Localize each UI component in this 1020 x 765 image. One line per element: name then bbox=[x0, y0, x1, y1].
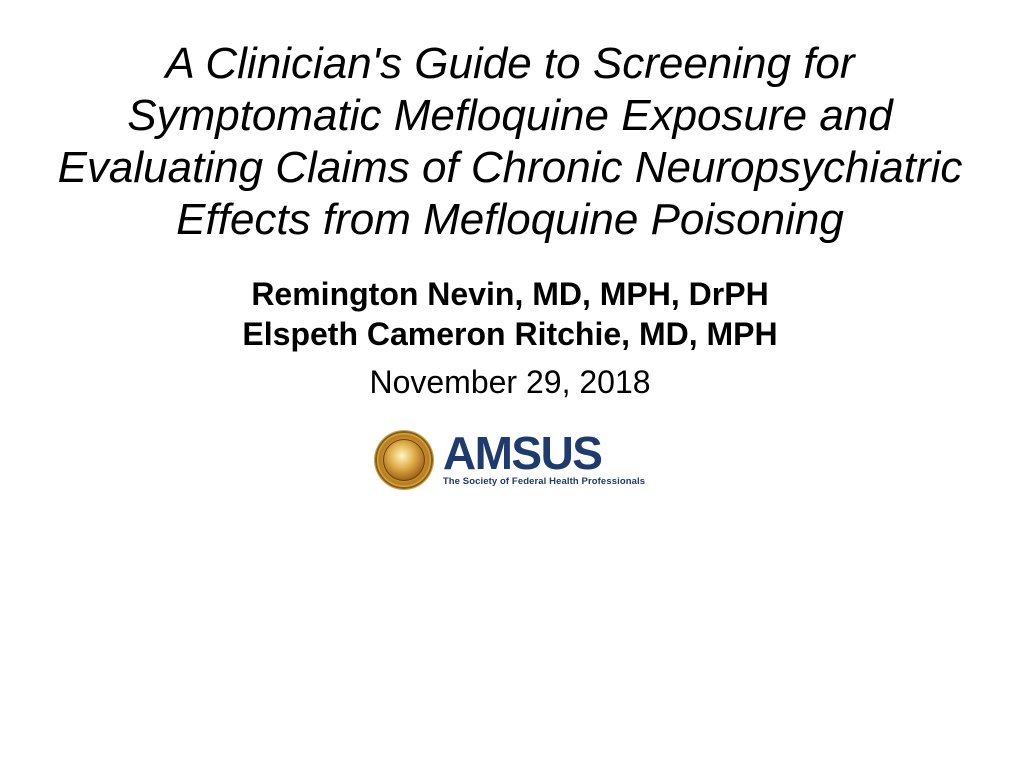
seal-icon bbox=[375, 431, 433, 489]
logo-text-block: AMSUS The Society of Federal Health Prof… bbox=[443, 432, 645, 486]
authors-block: Remington Nevin, MD, MPH, DrPH Elspeth C… bbox=[242, 274, 777, 354]
logo-tagline: The Society of Federal Health Profession… bbox=[443, 476, 645, 487]
amsus-logo: AMSUS The Society of Federal Health Prof… bbox=[375, 431, 645, 489]
author-line-1: Remington Nevin, MD, MPH, DrPH bbox=[242, 274, 777, 314]
logo-wordmark: AMSUS bbox=[443, 432, 645, 474]
author-line-2: Elspeth Cameron Ritchie, MD, MPH bbox=[242, 314, 777, 354]
slide-date: November 29, 2018 bbox=[369, 364, 650, 401]
slide-title: A Clinician's Guide to Screening for Sym… bbox=[50, 38, 970, 246]
